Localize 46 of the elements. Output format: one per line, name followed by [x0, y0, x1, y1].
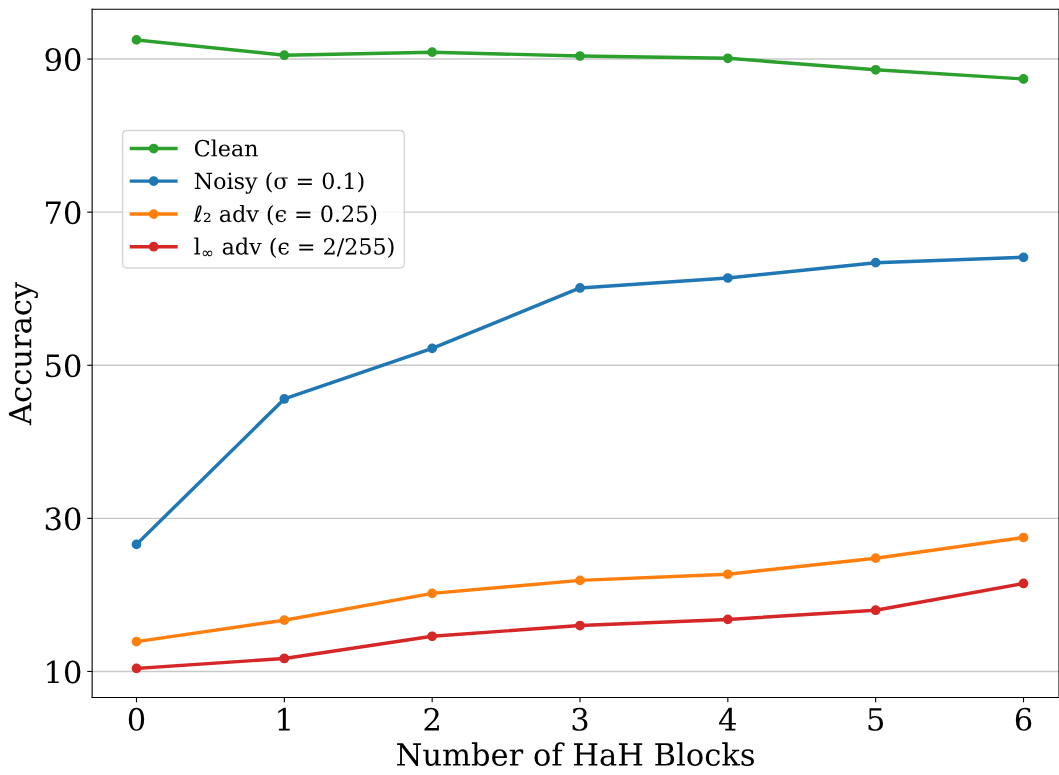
point	[427, 588, 438, 599]
point	[427, 47, 438, 58]
legend-label: l$_{∞}$ adv (ϵ = 2/255)	[194, 237, 394, 258]
x-tick-label: 3	[572, 707, 588, 731]
legend-label: Clean	[194, 139, 258, 157]
x-tick-label: 6	[1015, 707, 1032, 731]
x-tick-label: 1	[278, 707, 290, 731]
x-tick-label: 2	[424, 707, 439, 731]
point	[1018, 252, 1029, 263]
point	[575, 283, 585, 293]
point	[870, 553, 881, 564]
point	[870, 257, 881, 268]
point	[722, 614, 733, 625]
point	[575, 51, 585, 61]
x-tick-label: 5	[868, 708, 884, 731]
point	[279, 394, 290, 404]
legend-label: ℓ₂ adv (ϵ = 0.25)	[193, 204, 377, 226]
point	[279, 615, 290, 626]
y-tick-label: 30	[45, 507, 81, 531]
point	[131, 663, 142, 674]
point	[722, 273, 733, 283]
point	[131, 636, 142, 647]
point	[870, 64, 881, 75]
point	[870, 605, 881, 616]
point	[279, 653, 290, 664]
legend-label: Noisy (σ = 0.1)	[194, 172, 364, 194]
point	[575, 575, 585, 586]
x-axis-title: Number of HaH Blocks	[397, 742, 754, 766]
point	[427, 631, 438, 642]
point	[279, 50, 290, 61]
y-tick-label: 70	[46, 201, 81, 225]
y-axis-title: Accuracy	[8, 281, 38, 426]
point	[131, 35, 142, 45]
x-tick-label: 4	[719, 707, 737, 731]
point	[1018, 74, 1029, 84]
point	[1018, 578, 1029, 589]
point	[427, 343, 438, 354]
point	[575, 620, 585, 631]
point	[1018, 532, 1029, 543]
point	[131, 539, 142, 550]
y-tick-label: 90	[45, 47, 81, 72]
x-tick-label: 0	[128, 707, 145, 731]
point	[722, 569, 733, 580]
point	[722, 53, 733, 64]
y-tick-label: 50	[46, 354, 81, 378]
y-tick-label: 10	[47, 660, 81, 684]
